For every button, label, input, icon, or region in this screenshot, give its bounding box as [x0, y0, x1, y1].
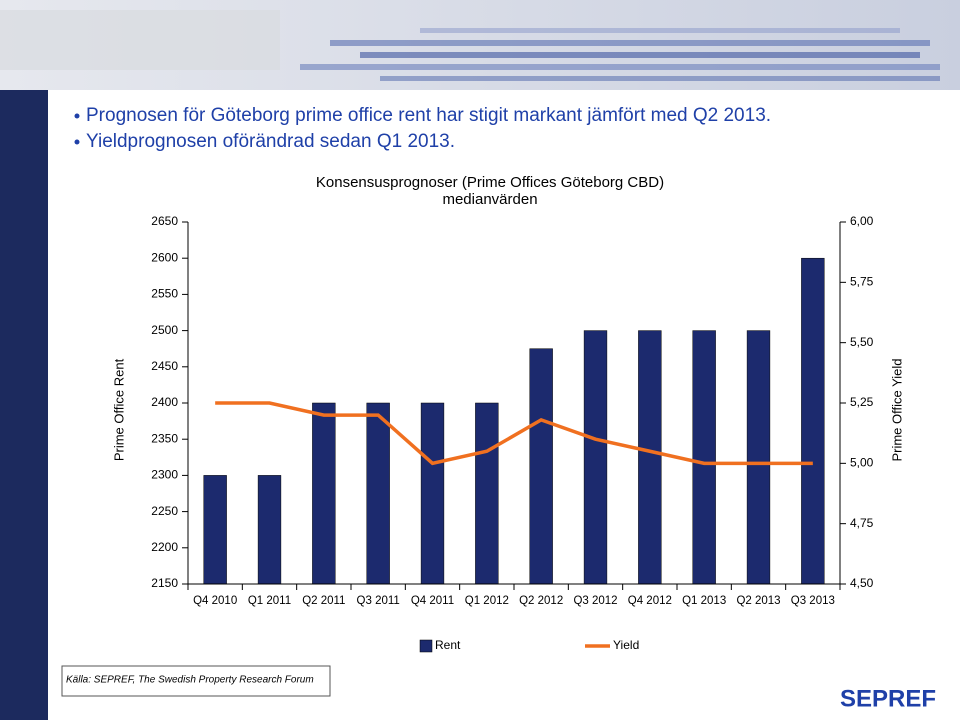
legend-swatch — [419, 639, 433, 653]
y2-axis-label: Prime Office Yield — [889, 358, 904, 461]
y-tick-label: 2500 — [151, 323, 178, 337]
y2-tick-label: 4,50 — [850, 576, 874, 590]
y-axis-label: Prime Office Rent — [111, 358, 126, 461]
bar — [692, 330, 716, 585]
y-tick-label: 2450 — [151, 359, 178, 373]
bar — [257, 475, 282, 585]
bullet — [74, 113, 80, 119]
x-tick-label: Q4 2012 — [628, 595, 672, 607]
bar — [746, 330, 771, 585]
bar — [312, 402, 336, 585]
x-tick-label: Q2 2011 — [302, 595, 345, 607]
y2-tick-label: 6,00 — [850, 214, 874, 228]
bullet-text: Prognosen för Göteborg prime office rent… — [86, 105, 771, 126]
y-tick-label: 2650 — [151, 214, 178, 228]
bar — [475, 402, 499, 585]
side-strip — [0, 90, 48, 720]
y-tick-label: 2600 — [151, 250, 178, 264]
x-tick-label: Q4 2011 — [411, 595, 454, 607]
x-tick-label: Q2 2012 — [519, 595, 563, 607]
y2-tick-label: 5,75 — [850, 275, 874, 289]
x-tick-label: Q3 2011 — [357, 595, 400, 607]
source-box — [61, 665, 331, 697]
banner — [0, 0, 960, 90]
y-tick-label: 2350 — [151, 431, 178, 445]
bar — [583, 330, 608, 585]
chart-title: Konsensusprognoser (Prime Offices Götebo… — [316, 174, 664, 191]
bar — [203, 475, 227, 585]
x-tick-label: Q1 2011 — [248, 595, 291, 607]
chart-subtitle: medianvärden — [442, 191, 537, 208]
bar — [366, 402, 390, 585]
x-tick-label: Q3 2013 — [791, 595, 835, 607]
bullet-text: Yieldprognosen oförändrad sedan Q1 2013. — [86, 131, 455, 152]
legend-label: Yield — [613, 638, 639, 652]
bar — [420, 402, 445, 585]
x-tick-label: Q1 2012 — [465, 595, 509, 607]
bar — [801, 257, 825, 585]
logo: SEPREF — [840, 685, 936, 712]
bar — [529, 348, 553, 585]
x-tick-label: Q3 2012 — [573, 595, 617, 607]
y-tick-label: 2150 — [151, 576, 178, 590]
y2-tick-label: 5,00 — [850, 456, 874, 470]
y-tick-label: 2550 — [151, 287, 178, 301]
y-tick-label: 2300 — [151, 468, 178, 482]
y2-tick-label: 5,25 — [850, 395, 874, 409]
y-tick-label: 2400 — [151, 395, 178, 409]
line — [215, 401, 813, 466]
bar — [638, 330, 662, 585]
y2-tick-label: 5,50 — [850, 335, 874, 349]
x-tick-label: Q2 2013 — [736, 595, 780, 607]
y-tick-label: 2200 — [151, 540, 178, 554]
source: Källa: SEPREF, The Swedish Property Rese… — [66, 675, 314, 686]
legend-label: Rent — [435, 638, 461, 652]
bullet — [74, 139, 80, 145]
x-tick-label: Q1 2013 — [682, 595, 726, 607]
y-tick-label: 2250 — [151, 504, 178, 518]
x-tick-label: Q4 2010 — [193, 595, 237, 607]
y2-tick-label: 4,75 — [850, 516, 874, 530]
